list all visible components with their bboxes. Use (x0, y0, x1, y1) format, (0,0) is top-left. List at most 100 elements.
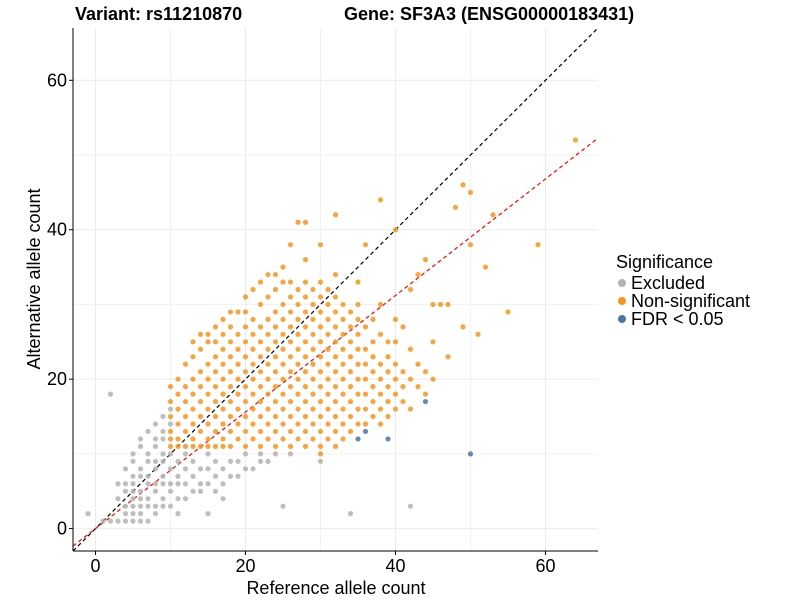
point-excluded (182, 451, 189, 457)
point-non-significant (310, 286, 316, 293)
point-non-significant (310, 406, 316, 412)
point-non-significant (212, 428, 219, 435)
point-excluded (122, 511, 129, 517)
point-non-significant (190, 436, 196, 442)
point-non-significant (332, 294, 339, 300)
point-non-significant (242, 428, 249, 435)
point-excluded (152, 421, 159, 427)
point-non-significant (250, 406, 256, 412)
point-non-significant (392, 227, 399, 233)
point-non-significant (317, 354, 324, 360)
point-excluded (287, 451, 294, 457)
point-non-significant (385, 369, 391, 375)
point-non-significant (250, 316, 256, 322)
point-non-significant (182, 413, 189, 420)
point-non-significant (197, 428, 204, 435)
point-non-significant (325, 421, 331, 427)
point-non-significant (235, 376, 241, 382)
point-non-significant (227, 443, 234, 449)
point-non-significant (377, 197, 384, 203)
point-non-significant (175, 391, 181, 397)
point-non-significant (475, 331, 481, 337)
point-non-significant (212, 324, 219, 330)
point-non-significant (392, 391, 399, 397)
point-non-significant (482, 264, 489, 270)
point-non-significant (205, 361, 211, 367)
point-non-significant (347, 384, 354, 390)
point-non-significant (317, 428, 324, 435)
point-non-significant (347, 413, 354, 420)
point-non-significant (227, 354, 234, 360)
point-non-significant (235, 309, 241, 315)
point-non-significant (317, 309, 324, 315)
legend-item-nonsignificant: Non-significant (616, 290, 751, 311)
point-non-significant (197, 398, 204, 405)
point-excluded (100, 518, 106, 524)
point-excluded (347, 511, 354, 517)
point-non-significant (220, 361, 226, 367)
point-non-significant (332, 324, 339, 330)
point-non-significant (272, 384, 279, 390)
legend-label-nonsignificant: Non-significant (631, 290, 751, 311)
point-non-significant (377, 391, 384, 397)
point-non-significant (190, 339, 196, 345)
point-non-significant (347, 398, 354, 405)
point-excluded (175, 473, 181, 479)
point-non-significant (242, 398, 249, 405)
point-non-significant (340, 301, 346, 308)
reference-line-identity (72, 27, 599, 552)
point-excluded (205, 481, 211, 487)
point-excluded (122, 481, 129, 487)
point-non-significant (302, 339, 309, 345)
point-non-significant (415, 384, 421, 390)
point-non-significant (377, 376, 384, 382)
y-tick-label: 60 (47, 70, 67, 90)
point-non-significant (272, 428, 279, 435)
point-excluded (212, 473, 219, 479)
legend-dot-fdr (618, 315, 626, 323)
point-non-significant (295, 421, 301, 427)
point-non-significant (325, 376, 331, 382)
point-non-significant (242, 309, 249, 315)
x-tick-label: 20 (235, 556, 255, 576)
point-excluded (115, 518, 121, 524)
point-non-significant (242, 443, 249, 449)
point-excluded (250, 466, 256, 472)
point-excluded (175, 496, 181, 502)
legend-title: Significance (616, 252, 714, 272)
point-non-significant (205, 376, 211, 382)
point-non-significant (175, 436, 181, 442)
point-excluded (122, 518, 129, 524)
point-excluded (175, 458, 181, 464)
point-non-significant (340, 361, 346, 367)
point-excluded (167, 488, 174, 494)
point-excluded (145, 473, 151, 479)
point-non-significant (280, 436, 286, 442)
point-non-significant (287, 428, 294, 435)
points-layer (85, 137, 579, 524)
point-non-significant (220, 406, 226, 412)
point-non-significant (220, 376, 226, 382)
point-excluded (152, 436, 159, 442)
point-non-significant (265, 331, 271, 337)
point-non-significant (280, 361, 286, 367)
point-non-significant (325, 406, 331, 412)
point-non-significant (490, 212, 496, 218)
y-tick-label: 40 (47, 220, 67, 240)
point-non-significant (212, 384, 219, 390)
point-non-significant (235, 406, 241, 412)
point-non-significant (392, 316, 399, 322)
point-non-significant (317, 413, 324, 420)
point-non-significant (310, 421, 316, 427)
point-non-significant (205, 406, 211, 412)
point-non-significant (242, 294, 249, 300)
point-non-significant (302, 354, 309, 360)
point-non-significant (302, 428, 309, 435)
point-non-significant (332, 443, 339, 449)
point-non-significant (167, 398, 174, 405)
point-excluded (205, 511, 211, 517)
point-excluded (152, 466, 159, 472)
point-non-significant (235, 436, 241, 442)
point-excluded (167, 503, 174, 509)
